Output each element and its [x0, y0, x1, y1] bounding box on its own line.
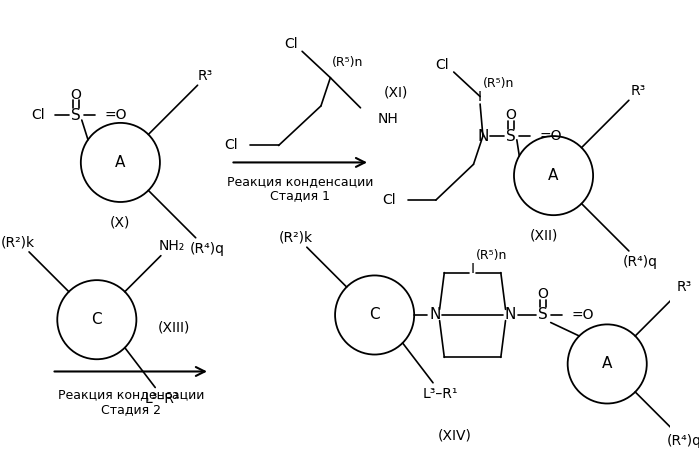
- Text: C: C: [369, 307, 380, 322]
- Text: Стадия 2: Стадия 2: [101, 402, 161, 416]
- Text: L³–R¹: L³–R¹: [423, 387, 459, 401]
- Text: L³–R¹: L³–R¹: [145, 392, 180, 406]
- Text: A: A: [115, 155, 126, 170]
- Text: (R²)k: (R²)k: [278, 231, 312, 245]
- Text: (XIV): (XIV): [438, 429, 472, 443]
- Text: N: N: [505, 307, 516, 322]
- Text: Cl: Cl: [224, 139, 238, 153]
- Text: (R⁴)q: (R⁴)q: [189, 242, 224, 256]
- Text: (R⁴)q: (R⁴)q: [623, 255, 658, 269]
- Text: I: I: [478, 89, 482, 103]
- Text: (R⁴)q: (R⁴)q: [667, 434, 699, 448]
- Text: A: A: [548, 168, 559, 183]
- Text: (X): (X): [110, 216, 131, 230]
- Text: (XI): (XI): [384, 86, 408, 100]
- Text: NH: NH: [377, 112, 398, 126]
- Text: Cl: Cl: [382, 193, 396, 207]
- Text: N: N: [429, 307, 440, 322]
- Text: S: S: [71, 108, 81, 123]
- Text: (R⁵)n: (R⁵)n: [331, 56, 363, 69]
- Text: R³: R³: [198, 69, 212, 83]
- Text: (XIII): (XIII): [158, 320, 190, 334]
- Text: A: A: [602, 357, 612, 372]
- Text: NH₂: NH₂: [159, 239, 185, 253]
- Text: O: O: [506, 109, 517, 122]
- Text: O: O: [71, 88, 82, 102]
- Text: Cl: Cl: [435, 58, 449, 72]
- Text: N: N: [477, 129, 489, 144]
- Text: O: O: [538, 287, 549, 301]
- Text: =O: =O: [572, 308, 594, 322]
- Text: Cl: Cl: [31, 109, 45, 122]
- Text: I: I: [470, 262, 475, 276]
- Text: S: S: [538, 307, 548, 322]
- Text: =O: =O: [540, 129, 562, 143]
- Text: (R⁵)n: (R⁵)n: [476, 249, 507, 262]
- Text: Стадия 1: Стадия 1: [271, 189, 330, 202]
- Text: R³: R³: [677, 280, 692, 294]
- Text: (XII): (XII): [530, 229, 559, 243]
- Text: (R²)k: (R²)k: [1, 235, 35, 249]
- Text: Реакция конденсации: Реакция конденсации: [57, 388, 204, 402]
- Text: =O: =O: [104, 109, 127, 122]
- Text: C: C: [92, 312, 102, 327]
- Text: (R⁵)n: (R⁵)n: [483, 77, 514, 90]
- Text: S: S: [506, 129, 516, 144]
- Text: Реакция конденсации: Реакция конденсации: [227, 175, 373, 188]
- Text: Cl: Cl: [284, 37, 298, 51]
- Text: R³: R³: [630, 84, 646, 98]
